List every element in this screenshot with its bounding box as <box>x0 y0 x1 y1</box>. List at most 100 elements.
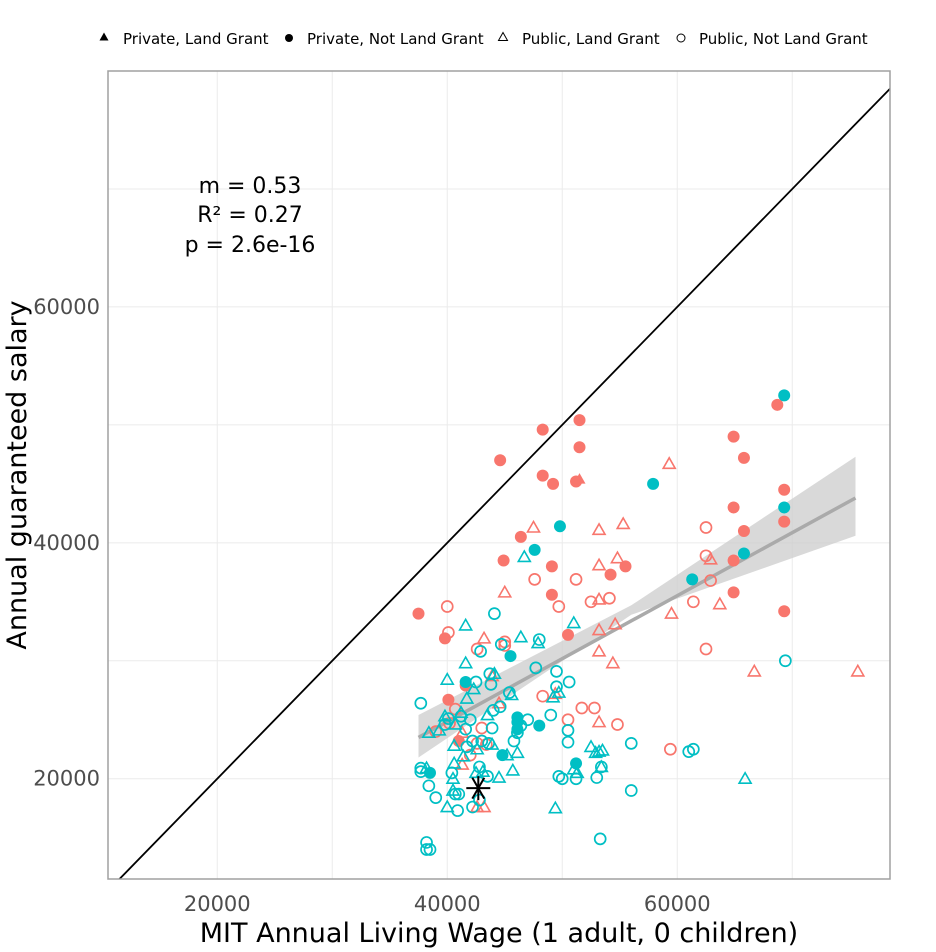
data-point-circle-open <box>420 836 433 849</box>
legend-key-triangle-open <box>497 31 509 41</box>
data-point-triangle-open <box>437 708 453 722</box>
data-point-circle-filled <box>778 501 791 514</box>
data-point-circle-open <box>521 713 535 727</box>
data-point-triangle-open <box>746 663 762 677</box>
data-point-circle-open <box>663 742 677 756</box>
data-point-circle-open <box>466 800 479 814</box>
data-point-circle-filled <box>459 676 472 689</box>
data-point-circle-open <box>482 737 495 750</box>
data-point-circle-filled <box>412 607 425 620</box>
legend-label: Public, Land Grant <box>522 30 660 48</box>
data-point-circle-filled <box>778 389 791 402</box>
data-point-circle-open <box>440 600 454 613</box>
data-point-circle-open <box>528 573 542 586</box>
data-point-circle-open <box>536 689 550 703</box>
data-point-triangle-open <box>439 799 455 813</box>
data-point-circle-open <box>569 573 583 586</box>
data-point-circle-open <box>686 595 700 609</box>
identity-line <box>118 88 890 879</box>
data-point-circle-open <box>422 779 436 793</box>
data-point-triangle-open <box>591 743 607 757</box>
data-point-circle-open <box>686 742 700 756</box>
data-point-circle-open <box>445 766 459 780</box>
data-point-circle-open <box>442 712 455 725</box>
data-point-circle-filled <box>737 547 750 560</box>
data-point-circle-open <box>555 772 569 786</box>
data-point-circle-filled <box>547 477 560 490</box>
data-point-circle-open <box>699 642 713 656</box>
data-point-circle-open <box>593 832 607 846</box>
data-point-triangle-open <box>583 739 599 753</box>
data-point-triangle-open <box>499 747 515 761</box>
data-point-circle-open <box>603 591 616 605</box>
data-point-triangle-filled <box>573 473 586 484</box>
data-point-circle-open <box>699 549 713 563</box>
data-point-circle-open <box>493 700 507 714</box>
data-point-circle-filled <box>737 451 750 464</box>
data-point-triangle-open <box>421 725 437 739</box>
data-point-triangle-open <box>737 771 753 785</box>
r-squared-label: R² = 0.27 <box>197 203 303 228</box>
data-point-circle-filled <box>570 757 583 770</box>
data-point-circle-filled <box>504 650 517 663</box>
data-point-circle-open <box>575 701 589 715</box>
data-point-circle-open <box>624 737 638 750</box>
legend-key-triangle-filled <box>99 32 109 41</box>
data-point-circle-filled <box>573 414 586 427</box>
data-point-circle-open <box>624 784 638 797</box>
data-point-triangle-open <box>469 741 485 755</box>
data-point-circle-filled <box>442 693 455 706</box>
data-point-circle-open <box>414 696 428 710</box>
data-point-circle-open <box>488 607 501 620</box>
data-point-triangle-open <box>526 519 541 533</box>
data-point-triangle-open <box>615 516 631 530</box>
data-point-triangle-open <box>593 759 609 773</box>
data-point-triangle-open <box>510 745 525 759</box>
data-point-circle-open <box>442 626 455 639</box>
data-points <box>412 389 866 856</box>
data-point-triangle-open <box>439 672 455 685</box>
data-point-circle-filled <box>497 554 510 567</box>
data-point-circle-open <box>473 793 486 807</box>
data-point-circle-open <box>562 675 576 689</box>
data-point-circle-open <box>420 843 433 856</box>
data-point-circle-filled <box>545 560 558 573</box>
data-point-triangle-open <box>491 769 507 783</box>
data-point-circle-open <box>485 721 499 735</box>
data-point-circle-filled <box>727 554 740 567</box>
data-point-circle-filled <box>553 520 566 533</box>
data-point-circle-open <box>550 665 563 678</box>
data-point-circle-filled <box>727 586 740 599</box>
data-point-triangle-open <box>607 616 623 630</box>
data-point-circle-filled <box>727 501 740 514</box>
data-point-circle-filled <box>573 441 586 454</box>
data-point-triangle-open <box>569 765 585 779</box>
data-point-circle-open <box>429 791 443 804</box>
data-point-circle-open <box>474 644 487 658</box>
y-tick-label: 60000 <box>33 295 100 319</box>
data-point-circle-filled <box>727 430 740 443</box>
data-point-circle-filled <box>514 530 527 543</box>
y-axis-ticks: 20000 40000 60000 <box>33 295 100 791</box>
data-point-triangle-open <box>591 622 607 636</box>
data-point-circle-open <box>532 633 546 646</box>
data-point-circle-open <box>423 843 437 856</box>
stats-annotation: m = 0.53 R² = 0.27 p = 2.6e-16 <box>185 174 316 258</box>
data-point-triangle-open <box>459 690 475 704</box>
x-tick-label: 60000 <box>644 892 711 916</box>
data-point-triangle-open <box>455 748 471 762</box>
data-point-circle-open <box>484 678 498 691</box>
data-point-circle-open <box>503 686 516 699</box>
y-tick-label: 20000 <box>33 767 100 791</box>
data-point-triangle-open <box>605 655 621 669</box>
data-point-triangle-open <box>487 666 502 680</box>
plot-panel <box>108 71 890 879</box>
y-axis-title: Annual guaranteed salary <box>2 300 33 649</box>
data-point-circle-filled <box>686 573 699 586</box>
data-point-circle-open <box>463 748 477 762</box>
x-tick-label: 20000 <box>184 892 251 916</box>
x-axis-title: MIT Annual Living Wage (1 adult, 0 child… <box>200 918 798 949</box>
data-point-circle-filled <box>536 469 549 482</box>
data-point-circle-filled <box>778 605 791 618</box>
data-point-circle-open <box>475 734 489 748</box>
